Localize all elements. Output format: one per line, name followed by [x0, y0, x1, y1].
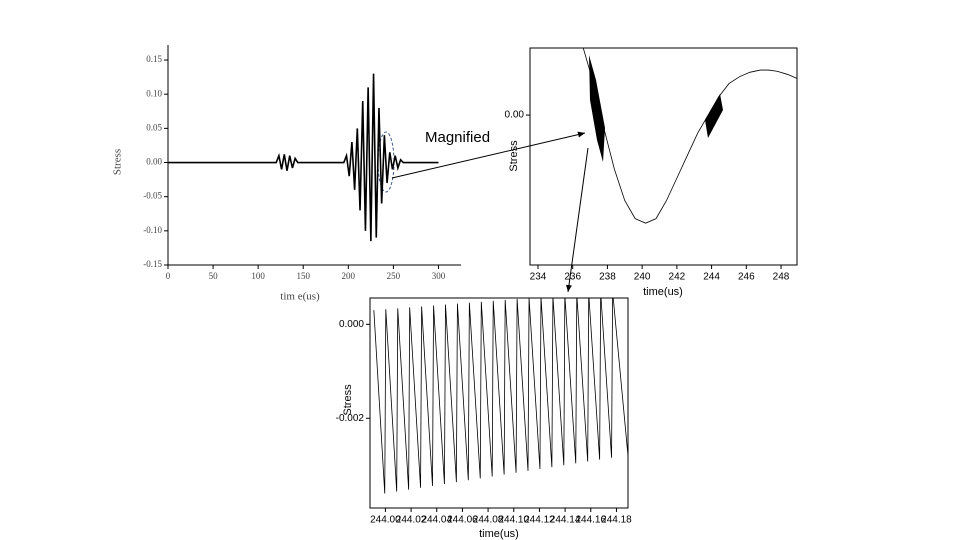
- x-tick-label: 100: [251, 271, 265, 281]
- x-tick-label: 244.18: [601, 515, 632, 526]
- x-tick-label: 248: [773, 272, 790, 283]
- x-tick-label: 240: [634, 272, 651, 283]
- data-line: [373, 298, 628, 494]
- x-tick-label: 244.02: [396, 515, 427, 526]
- y-tick-label: 0.00: [505, 110, 525, 121]
- y-axis-label: Stress: [342, 384, 354, 416]
- plot-frame: [369, 297, 629, 509]
- axes: [167, 45, 461, 266]
- chart: 244.00244.02244.04244.06244.08244.10244.…: [336, 297, 632, 540]
- y-tick-label: 0.15: [146, 54, 162, 64]
- data-line: [582, 48, 797, 224]
- arrow: [391, 131, 586, 179]
- x-tick-label: 244: [703, 272, 720, 283]
- x-tick-label: 238: [599, 272, 616, 283]
- y-tick-label: -0.15: [143, 259, 162, 269]
- y-tick-label: 0.000: [339, 319, 364, 330]
- dense-oscillation: [705, 94, 723, 138]
- x-tick-label: 236: [564, 272, 581, 283]
- x-tick-label: 244.08: [473, 515, 504, 526]
- x-tick-label: 244.00: [370, 515, 401, 526]
- x-axis-label: tim e(us): [280, 291, 320, 303]
- y-tick-label: 0.05: [146, 122, 162, 132]
- y-tick-label: 0.00: [146, 157, 162, 167]
- x-tick-label: 200: [342, 271, 356, 281]
- x-tick-label: 244.12: [524, 515, 555, 526]
- x-axis-label: time(us): [479, 528, 519, 540]
- y-tick-label: -0.002: [336, 413, 365, 424]
- y-tick-label: 0.10: [146, 88, 162, 98]
- data-line: [168, 73, 439, 242]
- x-tick-label: 244.04: [421, 515, 452, 526]
- x-tick-label: 242: [669, 272, 686, 283]
- dense-oscillation: [589, 55, 605, 162]
- x-tick-label: 246: [738, 272, 755, 283]
- x-tick-label: 244.10: [498, 515, 529, 526]
- x-tick-label: 0: [166, 271, 171, 281]
- x-axis-label: time(us): [643, 286, 683, 298]
- x-tick-label: 150: [296, 271, 310, 281]
- x-tick-label: 244.14: [550, 515, 581, 526]
- annotation: Magnified: [425, 129, 490, 146]
- y-axis-label: Stress: [508, 140, 520, 172]
- x-tick-label: 234: [530, 272, 547, 283]
- plot-frame: [529, 47, 798, 266]
- x-tick-label: 244.16: [575, 515, 606, 526]
- x-tick-label: 250: [387, 271, 401, 281]
- y-tick-label: -0.05: [143, 191, 162, 201]
- y-axis-label: Stress: [112, 149, 124, 175]
- arrow: [565, 147, 589, 293]
- x-tick-label: 50: [209, 271, 219, 281]
- x-tick-label: 300: [432, 271, 446, 281]
- chart: 234 236 238 240 242 244 246 248 0.00 time(us) Stre…: [505, 47, 798, 298]
- y-tick-label: -0.10: [143, 225, 162, 235]
- chart: 0 50 100 150 200 250 300 0.15 0.10 0.05 0.00 -0.05 -…: [112, 45, 461, 303]
- x-tick-label: 244.06: [447, 515, 478, 526]
